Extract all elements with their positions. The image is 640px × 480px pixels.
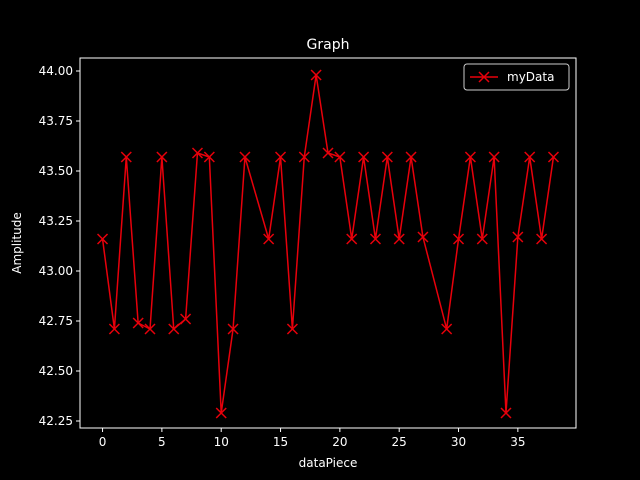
- legend-label: myData: [507, 70, 554, 84]
- x-tick-label: 5: [158, 435, 166, 449]
- x-tick-label: 30: [451, 435, 466, 449]
- chart-title: Graph: [307, 37, 350, 53]
- y-tick-label: 42.50: [39, 364, 73, 378]
- y-tick-label: 44.00: [39, 64, 73, 78]
- legend: myData: [464, 64, 569, 90]
- x-tick-label: 25: [392, 435, 407, 449]
- y-tick-label: 43.75: [39, 114, 73, 128]
- x-tick-label: 20: [332, 435, 347, 449]
- x-tick-label: 0: [99, 435, 107, 449]
- y-axis-label: Amplitude: [10, 212, 24, 274]
- y-tick-label: 43.50: [39, 164, 73, 178]
- x-axis-label: dataPiece: [299, 456, 358, 470]
- x-tick-label: 15: [273, 435, 288, 449]
- x-tick-label: 35: [510, 435, 525, 449]
- y-tick-label: 43.00: [39, 264, 73, 278]
- x-tick-label: 10: [214, 435, 229, 449]
- y-tick-label: 42.25: [39, 414, 73, 428]
- y-tick-label: 42.75: [39, 314, 73, 328]
- plot-area: [80, 58, 576, 428]
- y-tick-label: 43.25: [39, 214, 73, 228]
